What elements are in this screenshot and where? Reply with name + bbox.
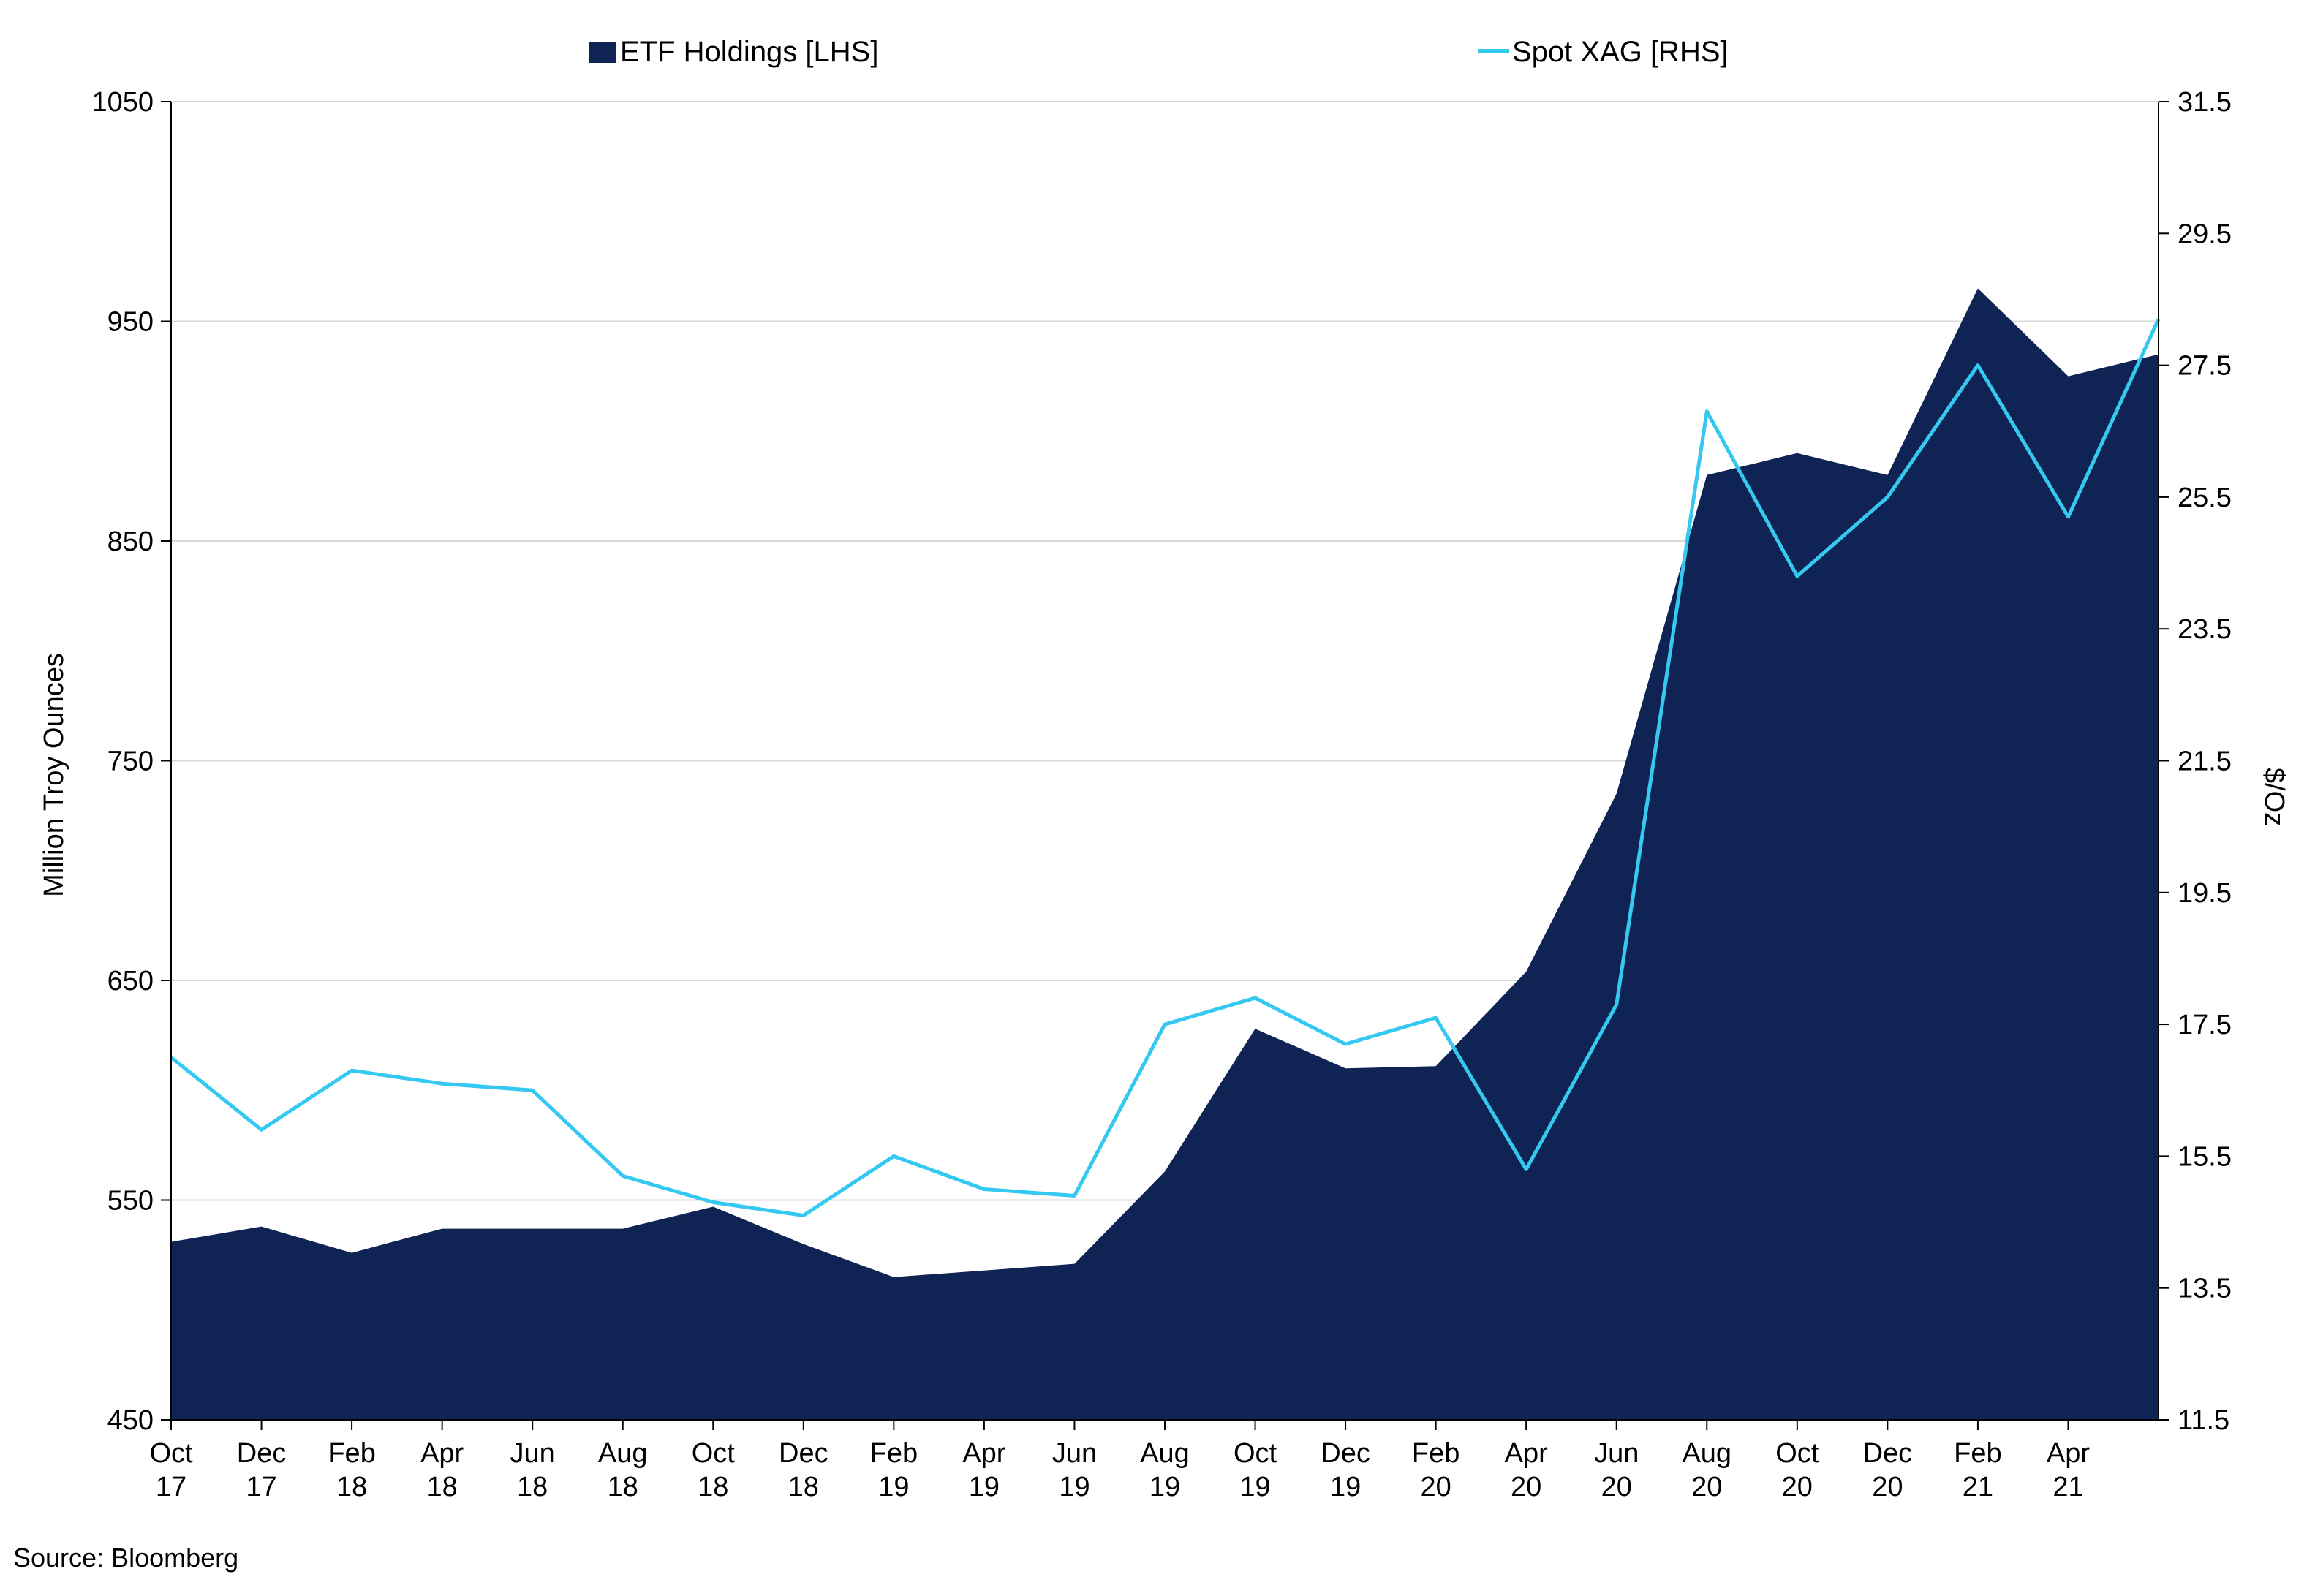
legend-spot-label: Spot XAG [RHS] (1512, 36, 1729, 68)
y-left-tick-labels: 1050 950 850 750 650 550 450 (91, 87, 171, 1436)
x-tick-label-year: 17 (246, 1472, 276, 1502)
x-tick-label-month: Apr (1505, 1438, 1548, 1469)
x-tick-label-month: Oct (692, 1438, 736, 1469)
x-tick-label-year: 21 (1963, 1472, 1993, 1502)
x-tick-label-month: Aug (598, 1438, 648, 1469)
x-tick-label-year: 20 (1601, 1472, 1632, 1502)
x-tick-label-month: Apr (420, 1438, 464, 1469)
y-left-tick-label: 950 (107, 307, 154, 338)
x-tick-label-month: Jun (1594, 1438, 1639, 1469)
x-tick-label-month: Dec (779, 1438, 828, 1469)
x-tick-label-month: Jun (510, 1438, 555, 1469)
x-tick-label-year: 20 (1872, 1472, 1903, 1502)
x-tick-label-year: 18 (608, 1472, 638, 1502)
x-tick-label-month: Aug (1140, 1438, 1190, 1469)
x-tick-label-year: 20 (1782, 1472, 1813, 1502)
y-left-tick-label: 550 (107, 1186, 154, 1217)
y-right-tick-label: 29.5 (2178, 219, 2232, 249)
x-tick-label-year: 19 (878, 1472, 909, 1502)
y-left-axis-title: Million Troy Ounces (39, 653, 69, 897)
x-tick-label-month: Dec (237, 1438, 287, 1469)
x-tick-label-year: 18 (788, 1472, 819, 1502)
x-tick-label-month: Apr (2047, 1438, 2090, 1469)
x-tick-labels: Oct17Dec17Feb18Apr18Jun18Aug18Oct18Dec18… (149, 1420, 2090, 1502)
y-right-tick-labels: 31.5 29.5 27.5 25.5 23.5 21.5 19.5 17.5 15.5 13.5… (2159, 87, 2232, 1436)
y-left-tick-label: 650 (107, 966, 154, 996)
y-right-tick-label: 25.5 (2178, 483, 2232, 513)
x-tick-label-year: 19 (1239, 1472, 1270, 1502)
x-tick-label-year: 18 (336, 1472, 367, 1502)
spot-xag-line (170, 318, 2161, 1217)
y-right-tick-label: 31.5 (2178, 87, 2232, 118)
y-right-tick-label: 21.5 (2178, 746, 2232, 777)
x-tick-label-month: Dec (1321, 1438, 1370, 1469)
y-left-tick-label: 750 (107, 746, 154, 777)
x-tick-label-year: 20 (1691, 1472, 1722, 1502)
y-right-tick-label: 13.5 (2178, 1274, 2232, 1304)
y-left-tick-label: 450 (107, 1405, 154, 1436)
y-right-tick-label: 23.5 (2178, 614, 2232, 645)
y-left-tick-label: 850 (107, 526, 154, 557)
x-tick-label-month: Feb (870, 1438, 918, 1469)
source-note: Source: Bloomberg (13, 1543, 239, 1573)
y-left-tick-label: 1050 (91, 87, 154, 118)
x-tick-label-month: Oct (1234, 1438, 1277, 1469)
x-tick-label-month: Feb (328, 1438, 375, 1469)
x-tick-label-year: 19 (1149, 1472, 1180, 1502)
x-tick-label-month: Jun (1052, 1438, 1097, 1469)
y-right-tick-label: 17.5 (2178, 1010, 2232, 1040)
x-tick-label-year: 17 (156, 1472, 186, 1502)
y-right-tick-label: 27.5 (2178, 351, 2232, 382)
x-tick-label-month: Apr (962, 1438, 1005, 1469)
x-tick-label-year: 18 (426, 1472, 457, 1502)
x-tick-label-year: 19 (1330, 1472, 1361, 1502)
x-tick-label-month: Oct (149, 1438, 193, 1469)
x-tick-label-year: 18 (517, 1472, 548, 1502)
legend-etf-label: ETF Holdings [LHS] (620, 36, 878, 68)
y-right-tick-label: 11.5 (2178, 1405, 2229, 1436)
x-tick-label-year: 20 (1420, 1472, 1451, 1502)
x-tick-label-year: 19 (969, 1472, 1000, 1502)
x-tick-label-year: 20 (1511, 1472, 1541, 1502)
legend: ETF Holdings [LHS] Spot XAG [RHS] (589, 36, 1729, 68)
x-tick-label-year: 18 (698, 1472, 728, 1502)
x-tick-label-month: Dec (1863, 1438, 1913, 1469)
x-tick-label-year: 19 (1059, 1472, 1089, 1502)
x-tick-label-year: 21 (2052, 1472, 2083, 1502)
y-right-axis-title: $/Oz (2259, 768, 2289, 826)
x-tick-label-month: Feb (1954, 1438, 2001, 1469)
legend-etf-swatch (589, 42, 616, 63)
y-right-tick-label: 15.5 (2178, 1141, 2232, 1172)
x-tick-label-month: Aug (1682, 1438, 1731, 1469)
etf-holdings-area (171, 288, 2159, 1420)
y-right-tick-label: 19.5 (2178, 878, 2232, 909)
x-tick-label-month: Oct (1775, 1438, 1819, 1469)
x-tick-label-month: Feb (1412, 1438, 1459, 1469)
